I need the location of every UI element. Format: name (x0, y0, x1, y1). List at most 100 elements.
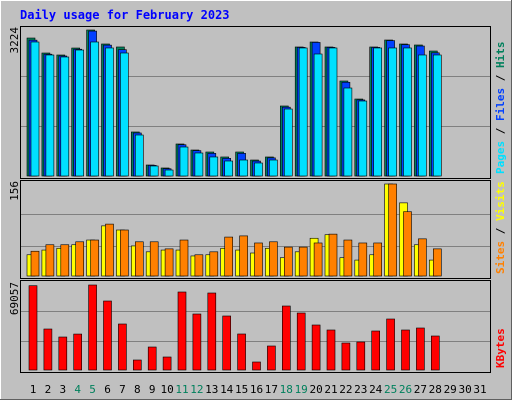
bar (209, 156, 219, 177)
x-tick-label: 21 (324, 383, 337, 396)
chart-title: Daily usage for February 2023 (20, 8, 230, 22)
x-tick-label: 4 (74, 383, 81, 396)
bar (252, 361, 261, 371)
bar (269, 241, 278, 277)
bar (224, 236, 233, 277)
bar (281, 305, 291, 371)
bar (373, 242, 383, 277)
x-tick-label: 25 (384, 383, 397, 396)
bar (103, 300, 112, 371)
x-tick-label: 3 (59, 383, 66, 396)
bar (388, 183, 397, 277)
bar (237, 333, 246, 371)
bar (118, 323, 127, 371)
bar (313, 53, 323, 177)
x-tick-label: 9 (149, 383, 156, 396)
legend-entry: Files (494, 88, 507, 121)
legend-entry: KBytes (494, 328, 507, 368)
legend: Pages / Files / Hits (494, 42, 507, 175)
bar (149, 165, 159, 177)
bar (224, 160, 233, 177)
bar (358, 100, 368, 177)
legend: KBytes (494, 328, 507, 368)
x-tick-label: 19 (295, 383, 308, 396)
x-tick-label: 31 (473, 383, 486, 396)
x-tick-label: 22 (339, 383, 352, 396)
bar (90, 41, 99, 177)
bar (416, 327, 425, 371)
bar (88, 284, 97, 371)
x-tick-label: 8 (134, 383, 141, 396)
legend-entry: Sites (494, 241, 507, 274)
bar (43, 328, 53, 371)
bar (283, 246, 293, 277)
bar (298, 47, 308, 177)
bar (343, 87, 353, 177)
bar (73, 333, 82, 371)
bar (179, 239, 189, 277)
bar (75, 241, 84, 277)
legend-entry: Visits (494, 181, 507, 221)
bar (30, 250, 40, 277)
x-tick-label: 23 (354, 383, 367, 396)
bar (403, 47, 412, 177)
bar (179, 146, 189, 177)
bar (254, 162, 263, 177)
bar (418, 238, 427, 277)
bar (403, 211, 412, 277)
x-tick-label: 28 (429, 383, 442, 396)
x-tick-label: 11 (175, 383, 188, 396)
bar (430, 335, 440, 371)
bar (222, 315, 231, 371)
bar (75, 49, 84, 177)
x-tick-label: 14 (220, 383, 234, 396)
x-tick-label: 1 (30, 383, 37, 396)
bar (432, 54, 442, 177)
bar (388, 47, 397, 177)
bar (133, 359, 142, 371)
bar (326, 329, 336, 371)
bar (401, 329, 410, 371)
bar (194, 152, 204, 177)
legend-separator: / (494, 221, 507, 241)
bar (418, 54, 427, 177)
x-tick-label: 12 (190, 383, 203, 396)
bar (135, 134, 144, 177)
bar (164, 169, 174, 177)
bar (239, 235, 248, 277)
bar (328, 233, 338, 277)
x-tick-label: 5 (89, 383, 96, 396)
bar (60, 244, 70, 277)
bar (147, 346, 157, 371)
bar (177, 291, 187, 371)
panel (20, 280, 491, 373)
bar (373, 47, 383, 177)
x-tick-label: 17 (265, 383, 278, 396)
y-tick-label: 156 (8, 181, 21, 201)
bar (209, 251, 219, 277)
bar (120, 229, 129, 277)
bar (164, 248, 174, 277)
bar (386, 318, 395, 371)
x-tick-label: 30 (458, 383, 471, 396)
x-tick-label: 20 (309, 383, 322, 396)
bar (371, 330, 381, 371)
x-tick-label: 18 (280, 383, 293, 396)
legend-entry: Pages (494, 141, 507, 174)
bar (341, 342, 351, 371)
x-tick-label: 29 (444, 383, 457, 396)
x-tick-label: 27 (414, 383, 427, 396)
legend-entry: Hits (494, 42, 507, 69)
bar (60, 56, 70, 177)
x-tick-label: 10 (160, 383, 173, 396)
bar (135, 241, 144, 277)
legend-separator: / (494, 68, 507, 88)
bar (269, 159, 278, 177)
bar (328, 47, 338, 177)
bar (45, 54, 55, 177)
bar (298, 246, 308, 277)
x-tick-label: 15 (235, 383, 248, 396)
bar (45, 244, 55, 277)
